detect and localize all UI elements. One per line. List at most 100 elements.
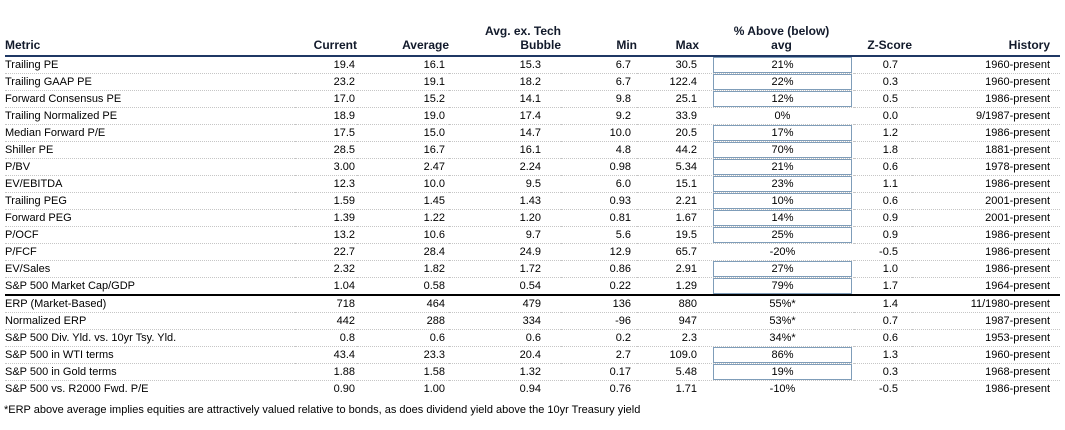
table-row: Trailing GAAP PE 23.2 19.1 18.2 6.7 122.4 22% 0… (5, 73, 1060, 91)
history-cell: 2001-present (912, 192, 1060, 210)
metric-cell: Median Forward P/E (5, 124, 295, 142)
table-row: EV/Sales 2.32 1.82 1.72 0.86 2.91 27% 1.0 1986-p… (5, 260, 1060, 278)
pct-box: 10% (713, 193, 852, 209)
table-row: Forward PEG 1.39 1.22 1.20 0.81 1.67 14% 0.9 200… (5, 209, 1060, 227)
avg-ex-tech-cell: 9.5 (449, 175, 561, 193)
pct-above-cell: 23% (699, 175, 854, 193)
pct-above-cell: -10% (699, 381, 854, 398)
metric-cell: Trailing Normalized PE (5, 107, 295, 125)
pct-above-cell: 14% (699, 209, 854, 227)
max-cell: 947 (637, 312, 699, 330)
pct-box: 25% (713, 227, 852, 243)
min-cell: 12.9 (561, 243, 637, 261)
pct-above-cell: 0% (699, 107, 854, 125)
current-cell: 43.4 (295, 346, 357, 364)
col-header-min: Min (561, 6, 637, 57)
table-row: Trailing PEG 1.59 1.45 1.43 0.93 2.21 10% 0.6 20… (5, 192, 1060, 210)
current-cell: 1.59 (295, 192, 357, 210)
table-row: Trailing Normalized PE 18.9 19.0 17.4 9.2 33.… (5, 107, 1060, 125)
min-cell: 0.81 (561, 209, 637, 227)
max-cell: 1.67 (637, 209, 699, 227)
history-cell: 1986-present (912, 243, 1060, 261)
pct-box: 27% (713, 261, 852, 277)
current-cell: 17.0 (295, 90, 357, 108)
pct-box: 22% (713, 74, 852, 90)
pct-box: 19% (713, 364, 852, 380)
average-cell: 10.0 (357, 175, 449, 193)
avg-ex-tech-cell: 18.2 (449, 73, 561, 91)
history-cell: 1987-present (912, 312, 1060, 330)
table-row: Shiller PE 28.5 16.7 16.1 4.8 44.2 70% 1.8 1881-… (5, 141, 1060, 159)
table-row: P/OCF 13.2 10.6 9.7 5.6 19.5 25% 0.9 1986-presen… (5, 226, 1060, 244)
max-cell: 20.5 (637, 124, 699, 142)
history-cell: 9/1987-present (912, 107, 1060, 125)
min-cell: 0.2 (561, 329, 637, 347)
average-cell: 0.6 (357, 329, 449, 347)
current-cell: 12.3 (295, 175, 357, 193)
pct-box: 21% (713, 57, 852, 73)
z-score-cell: 1.8 (854, 141, 912, 159)
table-row: S&P 500 Market Cap/GDP 1.04 0.58 0.54 0.22 1.… (5, 277, 1060, 296)
metric-cell: S&P 500 Market Cap/GDP (5, 277, 295, 296)
avg-ex-tech-cell: 1.32 (449, 363, 561, 381)
current-cell: 17.5 (295, 124, 357, 142)
metric-cell: S&P 500 vs. R2000 Fwd. P/E (5, 383, 149, 396)
pct-value: 55%* (769, 298, 796, 310)
average-cell: 464 (357, 295, 449, 313)
min-cell: 9.8 (561, 90, 637, 108)
current-cell: 19.4 (295, 56, 357, 74)
table-row: P/BV 3.00 2.47 2.24 0.98 5.34 21% 0.6 1978-prese… (5, 158, 1060, 176)
avg-ex-tech-cell: 1.20 (449, 209, 561, 227)
table-row: S&P 500 in Gold terms 1.88 1.58 1.32 0.17 5.4… (5, 363, 1060, 381)
average-cell: 15.2 (357, 90, 449, 108)
avg-ex-tech-cell: 14.7 (449, 124, 561, 142)
history-cell: 1960-present (912, 73, 1060, 91)
table-row: Normalized ERP 442 288 334 -96 947 53%* 0.7 1987… (5, 312, 1060, 330)
pct-above-cell: 79% (699, 277, 854, 296)
history-cell: 1960-present (912, 346, 1060, 364)
max-cell: 5.34 (637, 158, 699, 176)
z-score-cell: 0.5 (854, 90, 912, 108)
max-cell: 1.29 (637, 277, 699, 296)
history-cell: 1968-present (912, 363, 1060, 381)
footnote: *ERP above average implies equities are … (4, 403, 641, 416)
avg-ex-tech-cell: 24.9 (449, 243, 561, 261)
metric-cell: Forward PEG (5, 209, 295, 227)
average-cell: 1.45 (357, 192, 449, 210)
avg-ex-tech-cell: 20.4 (449, 346, 561, 364)
history-cell: 1986-present (912, 226, 1060, 244)
pct-above-cell: 55%* (699, 295, 854, 313)
min-cell: 0.22 (561, 277, 637, 296)
history-cell: 2001-present (912, 209, 1060, 227)
min-cell: 136 (561, 295, 637, 313)
pct-above-cell: 22% (699, 73, 854, 91)
table-row: S&P 500 Div. Yld. vs. 10yr Tsy. Yld. 0.8 0… (5, 329, 1060, 347)
pct-value: 53%* (769, 315, 796, 327)
header-line-2: avg (771, 38, 792, 52)
max-cell: 5.48 (637, 363, 699, 381)
average-cell: 19.0 (357, 107, 449, 125)
avg-ex-tech-cell: 1.43 (449, 192, 561, 210)
pct-above-cell: -20% (699, 243, 854, 261)
header-line-1: % Above (below) (733, 24, 830, 38)
pct-above-cell: 17% (699, 124, 854, 142)
max-cell: 25.1 (637, 90, 699, 108)
average-cell: 1.22 (357, 209, 449, 227)
min-cell: 0.86 (561, 260, 637, 278)
history-cell: 1986-present (985, 383, 1050, 396)
min-cell: 2.7 (561, 346, 637, 364)
average-cell: 0.58 (357, 277, 449, 296)
history-cell: 1978-present (912, 158, 1060, 176)
max-cell: 30.5 (637, 56, 699, 74)
min-cell: 5.6 (561, 226, 637, 244)
average-cell: 1.58 (357, 363, 449, 381)
max-cell: 15.1 (637, 175, 699, 193)
current-cell: 18.9 (295, 107, 357, 125)
col-header-z-score: Z-Score (854, 6, 912, 57)
avg-ex-tech-cell: 9.7 (449, 226, 561, 244)
current-cell: 23.2 (295, 73, 357, 91)
metric-cell: S&P 500 Div. Yld. vs. 10yr Tsy. Yld. (5, 329, 295, 347)
max-cell: 880 (637, 295, 699, 313)
avg-ex-tech-cell: 0.6 (449, 329, 561, 347)
pct-box: 86% (713, 347, 852, 363)
